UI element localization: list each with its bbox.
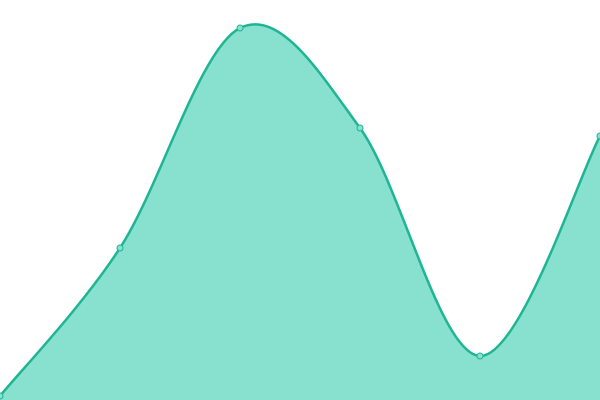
data-point [236, 24, 244, 32]
data-point [356, 124, 364, 132]
data-point [476, 352, 484, 360]
data-point [0, 392, 4, 400]
data-point [596, 132, 600, 140]
data-point [116, 244, 124, 252]
area-fill [0, 24, 600, 400]
